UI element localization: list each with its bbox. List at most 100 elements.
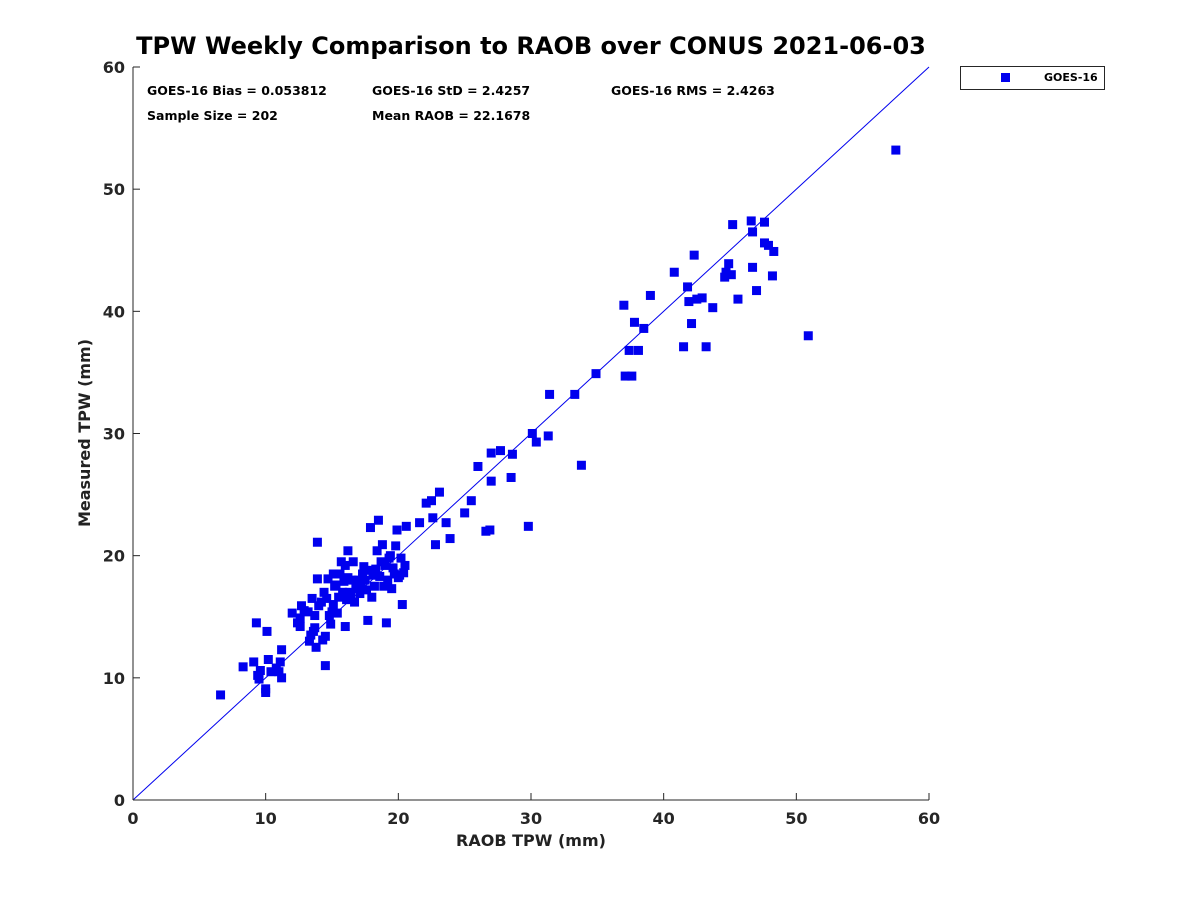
data-point <box>724 259 734 269</box>
data-point <box>387 584 397 594</box>
x-tick-label: 30 <box>520 809 542 828</box>
data-point <box>346 592 356 602</box>
y-tick-label: 10 <box>103 669 125 688</box>
data-point <box>421 498 431 508</box>
data-point <box>466 496 476 506</box>
data-point <box>689 250 699 260</box>
data-point <box>263 655 273 665</box>
data-point <box>365 523 375 533</box>
data-point <box>344 587 354 597</box>
data-point <box>216 690 226 700</box>
data-point <box>495 446 505 456</box>
data-point <box>891 145 901 155</box>
data-point <box>372 546 382 556</box>
data-point <box>445 534 455 544</box>
x-tick-label: 0 <box>127 809 138 828</box>
x-tick-label: 40 <box>653 809 675 828</box>
y-tick-label: 30 <box>103 425 125 444</box>
data-point <box>380 560 390 570</box>
data-point <box>633 345 643 355</box>
data-point <box>334 592 344 602</box>
data-point <box>320 631 330 641</box>
data-point <box>347 575 357 585</box>
data-point <box>726 270 736 280</box>
data-point <box>371 564 381 574</box>
data-point <box>303 607 313 617</box>
data-point <box>679 342 689 352</box>
data-point <box>669 267 679 277</box>
data-point <box>684 297 694 307</box>
data-point <box>295 622 305 632</box>
data-point <box>312 574 322 584</box>
data-point <box>683 282 693 292</box>
data-point <box>697 293 707 303</box>
data-point <box>322 593 332 603</box>
data-point <box>338 587 348 597</box>
data-point <box>312 537 322 547</box>
data-point <box>624 345 634 355</box>
data-point <box>335 569 345 579</box>
data-point <box>356 580 366 590</box>
stat-sample-size: Sample Size = 202 <box>147 108 278 123</box>
stat-mean-raob: Mean RAOB = 22.1678 <box>372 108 530 123</box>
data-point <box>591 369 601 379</box>
data-point <box>385 551 395 561</box>
data-point <box>326 619 336 629</box>
data-point <box>428 513 438 523</box>
data-point <box>748 262 758 272</box>
legend-marker <box>1001 73 1010 82</box>
chart-title: TPW Weekly Comparison to RAOB over CONUS… <box>136 32 926 60</box>
data-point <box>507 449 517 459</box>
data-point <box>364 565 374 575</box>
data-point <box>767 271 777 281</box>
data-point <box>645 290 655 300</box>
data-point <box>261 687 271 697</box>
data-point <box>367 592 377 602</box>
data-point <box>759 217 769 227</box>
data-point <box>328 569 338 579</box>
data-point <box>379 581 389 591</box>
y-axis-label: Measured TPW (mm) <box>75 339 94 527</box>
data-point <box>687 319 697 329</box>
data-point <box>748 227 758 237</box>
data-point <box>627 371 637 381</box>
data-point <box>368 570 378 580</box>
data-point <box>323 574 333 584</box>
data-point <box>391 541 401 551</box>
data-point <box>701 342 711 352</box>
data-point <box>238 662 248 672</box>
data-point <box>399 568 409 578</box>
data-point <box>396 553 406 563</box>
data-point <box>251 618 261 628</box>
data-point <box>400 560 410 570</box>
data-point <box>427 496 436 506</box>
data-point <box>354 575 364 585</box>
data-point <box>319 587 329 597</box>
data-point <box>708 303 718 313</box>
data-point <box>752 286 762 296</box>
data-point <box>249 657 259 667</box>
data-point <box>274 667 284 677</box>
data-point <box>311 642 321 652</box>
data-point <box>639 323 649 333</box>
data-point <box>277 645 287 655</box>
data-point <box>570 389 580 399</box>
data-point <box>531 437 541 447</box>
data-point <box>327 607 337 617</box>
data-point <box>266 667 276 677</box>
data-point <box>441 518 451 528</box>
data-points <box>216 145 901 700</box>
data-point <box>692 294 702 304</box>
data-point <box>620 371 630 381</box>
data-point <box>316 597 326 607</box>
data-point <box>304 636 314 646</box>
data-point <box>746 216 756 226</box>
data-point <box>576 460 586 470</box>
data-point <box>721 267 731 277</box>
data-point <box>803 331 813 341</box>
data-point <box>296 601 306 611</box>
data-point <box>377 540 387 550</box>
data-point <box>430 540 440 550</box>
data-point <box>350 597 360 607</box>
data-point <box>523 521 533 531</box>
